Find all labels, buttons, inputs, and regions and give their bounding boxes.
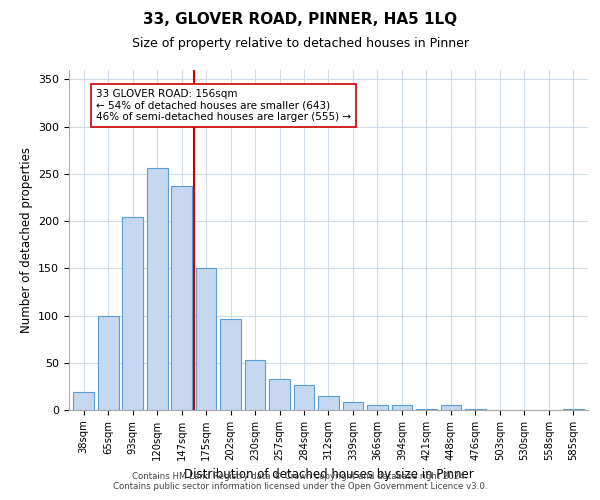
Y-axis label: Number of detached properties: Number of detached properties [20, 147, 32, 333]
Bar [367, 406, 388, 410]
Text: 33, GLOVER ROAD, PINNER, HA5 1LQ: 33, GLOVER ROAD, PINNER, HA5 1LQ [143, 12, 457, 28]
Bar [392, 406, 412, 410]
Text: Contains public sector information licensed under the Open Government Licence v3: Contains public sector information licen… [113, 482, 487, 491]
Bar [220, 320, 241, 410]
Bar [563, 409, 584, 410]
Bar [293, 386, 314, 410]
Bar [416, 409, 437, 410]
Bar [98, 316, 119, 410]
Bar [171, 186, 192, 410]
Text: Size of property relative to detached houses in Pinner: Size of property relative to detached ho… [131, 38, 469, 51]
Bar [440, 406, 461, 410]
X-axis label: Distribution of detached houses by size in Pinner: Distribution of detached houses by size … [184, 468, 473, 481]
Bar [73, 392, 94, 410]
Bar [465, 409, 486, 410]
Bar [122, 218, 143, 410]
Bar [269, 379, 290, 410]
Bar [343, 402, 364, 410]
Bar [245, 360, 265, 410]
Text: Contains HM Land Registry data © Crown copyright and database right 2024.: Contains HM Land Registry data © Crown c… [132, 472, 468, 481]
Text: 33 GLOVER ROAD: 156sqm
← 54% of detached houses are smaller (643)
46% of semi-de: 33 GLOVER ROAD: 156sqm ← 54% of detached… [96, 89, 351, 122]
Bar [196, 268, 217, 410]
Bar [147, 168, 167, 410]
Bar [318, 396, 339, 410]
